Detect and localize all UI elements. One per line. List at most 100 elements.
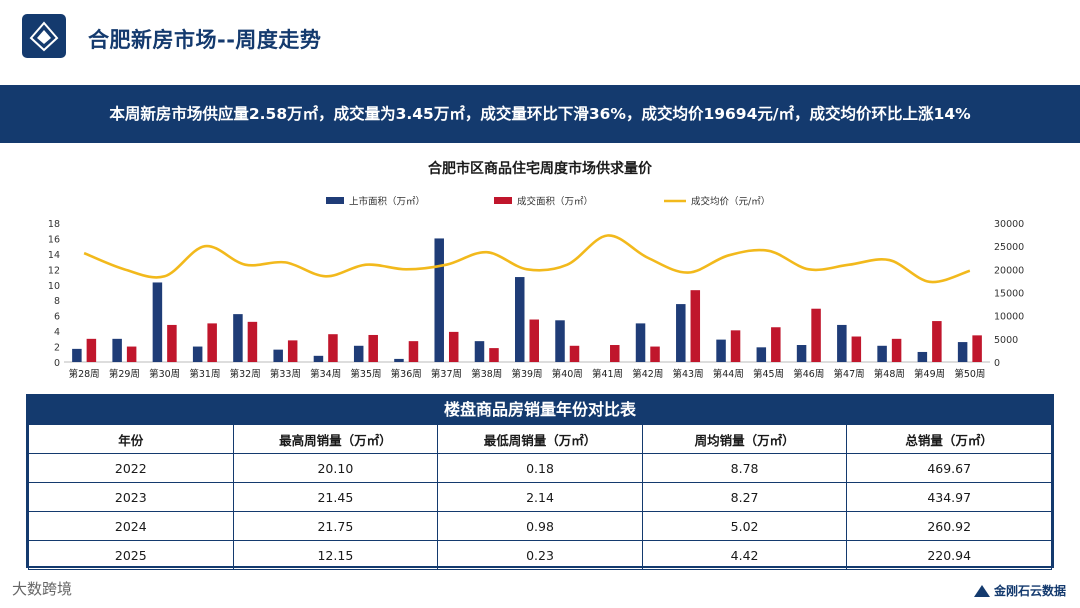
table-cell: 2025 xyxy=(28,540,234,570)
x-tick-label: 第31周 xyxy=(189,368,220,380)
table-cell: 5.02 xyxy=(641,511,848,541)
y-left-tick-label: 14 xyxy=(48,250,60,261)
deal-bar xyxy=(287,340,298,362)
table-cell: 469.67 xyxy=(846,453,1052,483)
y-right-tick-label: 30000 xyxy=(994,219,1024,230)
table-header-row: 年份 最高周销量（万㎡） 最低周销量（万㎡） 周均销量（万㎡） 总销量（万㎡） xyxy=(28,424,1052,454)
table-row: 2024 21.75 0.98 5.02 260.92 xyxy=(28,511,1052,541)
table-header-cell: 年份 xyxy=(28,424,234,454)
supply-bar xyxy=(192,346,203,362)
x-tick-label: 第34周 xyxy=(310,368,341,380)
deal-bar xyxy=(207,323,217,362)
deal-bar xyxy=(891,338,902,362)
deal-bar xyxy=(247,321,258,362)
supply-bar xyxy=(434,238,444,362)
deal-bar xyxy=(972,335,982,362)
table-body: 2022 20.10 0.18 8.78 469.67 2023 21.45 2.14 8.27… xyxy=(28,453,1052,570)
price-line xyxy=(83,234,971,284)
supply-bar xyxy=(796,345,807,362)
price-line-series xyxy=(83,234,971,284)
supply-bar xyxy=(515,277,525,362)
supply-bar xyxy=(837,324,847,362)
table-cell: 0.18 xyxy=(437,453,643,483)
y-left-tick-label: 12 xyxy=(48,265,60,276)
x-tick-label: 第39周 xyxy=(511,368,542,380)
x-tick-label: 第32周 xyxy=(230,368,261,380)
x-tick-label: 第43周 xyxy=(672,368,703,380)
supply-bar xyxy=(233,314,243,362)
legend-label: 成交面积（万㎡） xyxy=(517,196,593,208)
supply-bar xyxy=(313,355,324,362)
deal-bar xyxy=(167,324,177,362)
supply-bar xyxy=(474,341,485,362)
x-tick-label: 第42周 xyxy=(632,368,663,380)
legend-swatch xyxy=(494,197,512,204)
table-header-cell: 最低周销量（万㎡） xyxy=(437,424,643,454)
table-cell: 4.42 xyxy=(641,540,848,570)
table-cell: 220.94 xyxy=(846,540,1052,570)
summary-banner: 本周新房市场供应量2.58万㎡，成交量为3.45万㎡，成交量环比下滑36%，成交… xyxy=(0,85,1080,143)
x-tick-label: 第46周 xyxy=(793,368,824,380)
table-cell: 8.27 xyxy=(641,482,848,512)
table-cell: 2023 xyxy=(28,482,234,512)
y-left-tick-label: 6 xyxy=(54,312,60,323)
deal-bar xyxy=(368,334,378,362)
table-cell: 21.75 xyxy=(232,511,439,541)
x-tick-label: 第45周 xyxy=(753,368,784,380)
y-right-tick-label: 15000 xyxy=(994,289,1024,300)
x-tick-label: 第48周 xyxy=(874,368,905,380)
sales-comparison-table: 楼盘商品房销量年份对比表 年份 最高周销量（万㎡） 最低周销量（万㎡） 周均销量（万㎡… xyxy=(26,394,1054,570)
supply-bar xyxy=(273,349,283,362)
deal-bar xyxy=(448,331,459,362)
supply-bar xyxy=(676,304,686,362)
x-tick-label: 第37周 xyxy=(431,368,462,380)
footer-left-text: 大数跨境 xyxy=(12,580,73,598)
deal-bar xyxy=(86,338,97,362)
table-cell: 2022 xyxy=(28,453,234,483)
deal-bar xyxy=(610,345,620,362)
page-title: 合肥新房市场--周度走势 xyxy=(88,28,322,52)
deal-bar xyxy=(328,334,338,362)
supply-bar xyxy=(716,339,726,362)
table-cell: 2.14 xyxy=(437,482,643,512)
y-axis-right: 0 5000 10000 15000 20000 25000 30000 xyxy=(994,219,1024,369)
x-tick-label: 第36周 xyxy=(391,368,422,380)
table-row: 2025 12.15 0.23 4.42 220.94 xyxy=(28,540,1052,570)
deal-bar xyxy=(126,346,137,362)
footer-right-text: 金刚石云数据 xyxy=(993,584,1066,598)
y-left-tick-label: 18 xyxy=(48,219,60,230)
y-left-tick-label: 16 xyxy=(48,234,60,245)
y-right-tick-label: 5000 xyxy=(994,335,1018,346)
legend-label: 成交均价（元/㎡） xyxy=(691,196,770,208)
supply-bar xyxy=(756,347,767,362)
x-tick-label: 第29周 xyxy=(109,368,140,380)
supply-bar xyxy=(635,323,646,362)
supply-bar xyxy=(555,320,565,362)
deal-bar xyxy=(851,336,862,362)
legend-label: 上市面积（万㎡） xyxy=(349,196,425,208)
deal-bar xyxy=(408,341,419,362)
deal-bar xyxy=(489,348,499,362)
diamond-icon xyxy=(973,585,990,597)
y-right-tick-label: 0 xyxy=(994,358,1000,369)
x-tick-label: 第33周 xyxy=(270,368,301,380)
supply-bar xyxy=(957,342,968,362)
x-tick-label: 第47周 xyxy=(834,368,865,380)
brand-logo xyxy=(22,14,66,58)
y-left-tick-label: 0 xyxy=(54,358,60,369)
deal-bar xyxy=(529,319,539,362)
table-header-cell: 最高周销量（万㎡） xyxy=(232,424,439,454)
supply-bar xyxy=(152,282,163,362)
x-tick-label: 第44周 xyxy=(713,368,744,380)
table-cell: 12.15 xyxy=(232,540,439,570)
deal-bar xyxy=(650,346,660,362)
y-right-tick-label: 25000 xyxy=(994,242,1024,253)
deal-bar xyxy=(730,330,741,362)
summary-text: 本周新房市场供应量2.58万㎡，成交量为3.45万㎡，成交量环比下滑36%，成交… xyxy=(109,105,971,123)
footer-left-brand: 大数跨境 xyxy=(12,578,72,599)
deal-bar xyxy=(690,290,701,362)
y-left-tick-label: 4 xyxy=(54,327,60,338)
table-cell: 20.10 xyxy=(232,453,439,483)
table-title: 楼盘商品房销量年份对比表 xyxy=(28,396,1052,424)
table-header-cell: 周均销量（万㎡） xyxy=(641,424,848,454)
